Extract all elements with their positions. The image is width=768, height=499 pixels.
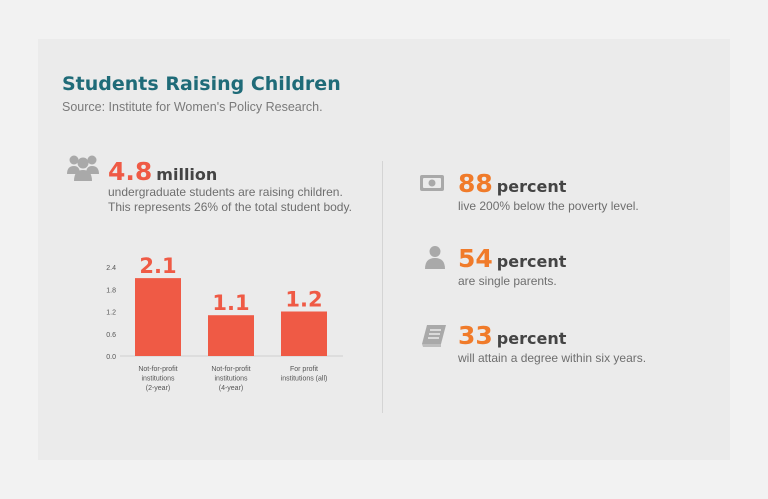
- stat-degree-unit: percent: [496, 329, 567, 348]
- headline-line-2: This represents 26% of the total student…: [108, 200, 352, 214]
- book-icon: [422, 325, 446, 347]
- bar: [135, 278, 181, 356]
- x-tick-label: For profit: [290, 366, 318, 373]
- x-tick-label: institutions (all): [281, 376, 328, 383]
- stat-poverty-heading: 88 percent: [458, 169, 566, 198]
- headline-stat: 4.8 million: [108, 157, 217, 186]
- y-tick-label: 0.0: [106, 354, 116, 361]
- x-tick-label: Not-for-profit: [211, 366, 250, 373]
- stat-single-parents-value: 54: [458, 244, 493, 273]
- bar-chart: 0.0 0.6 1.2 1.8 2.4 2.1 Not-for-profit institut…: [106, 254, 343, 392]
- x-tick-label: institutions: [141, 376, 175, 383]
- bar: [281, 311, 327, 356]
- y-tick-label: 1.2: [106, 310, 116, 317]
- y-tick-label: 2.4: [106, 265, 116, 272]
- group-people-icon: [67, 155, 99, 181]
- x-tick-label: (2-year): [146, 385, 171, 392]
- stat-single-parents-unit: percent: [496, 252, 567, 271]
- x-tick-label: institutions: [214, 376, 248, 383]
- headline-line-1: undergraduate students are raising child…: [108, 185, 343, 199]
- y-tick-label: 0.6: [106, 332, 116, 339]
- y-tick-label: 1.8: [106, 287, 116, 294]
- column-divider: [382, 161, 383, 413]
- headline-value: 4.8: [108, 157, 153, 186]
- x-tick-label: Not-for-profit: [138, 366, 177, 373]
- stat-poverty-unit: percent: [496, 177, 567, 196]
- person-icon: [425, 246, 445, 269]
- stat-degree-value: 33: [458, 321, 493, 350]
- stat-poverty-value: 88: [458, 169, 493, 198]
- stat-single-parents-text: are single parents.: [458, 274, 557, 288]
- stat-single-parents-heading: 54 percent: [458, 244, 566, 273]
- bar: [208, 315, 254, 356]
- bar-value-label: 1.2: [285, 288, 322, 312]
- infographic-card: Students Raising Children Source: Instit…: [38, 39, 730, 460]
- stat-degree-text: will attain a degree within six years.: [458, 351, 647, 365]
- bar-value-label: 1.1: [212, 291, 249, 315]
- x-tick-label: (4-year): [219, 385, 244, 392]
- stat-poverty-text: live 200% below the poverty level.: [458, 199, 639, 213]
- headline-unit: million: [156, 165, 218, 184]
- headline-description: undergraduate students are raising child…: [108, 185, 352, 215]
- bar-value-label: 2.1: [139, 254, 176, 278]
- page-title: Students Raising Children: [62, 73, 341, 95]
- stat-degree-heading: 33 percent: [458, 321, 566, 350]
- money-bill-icon: [420, 175, 444, 191]
- source-note: Source: Institute for Women's Policy Res…: [62, 100, 323, 114]
